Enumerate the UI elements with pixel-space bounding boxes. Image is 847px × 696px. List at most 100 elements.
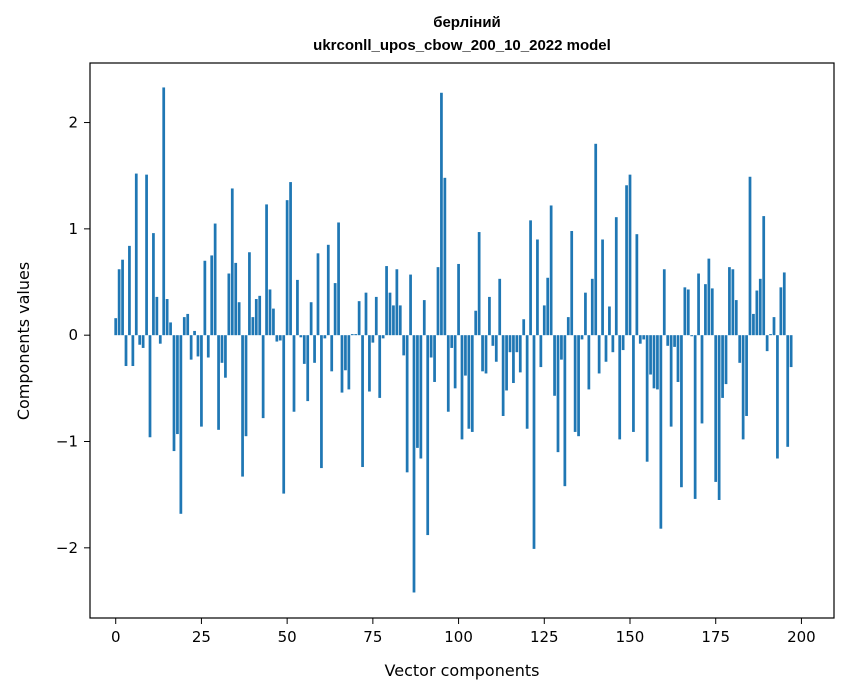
bar-185: [748, 176, 752, 336]
bar-56: [306, 335, 310, 402]
bar-108: [484, 335, 488, 374]
bar-72: [361, 335, 364, 468]
chart-subtitle: ukrconll_upos_cbow_200_10_2022 model: [313, 37, 611, 54]
bar-63: [330, 335, 334, 372]
bar-188: [758, 278, 762, 336]
bar-170: [697, 273, 700, 336]
bar-167: [686, 289, 690, 336]
y-axis-ticks: −2 −1 0 1 2: [56, 114, 90, 557]
bar-59: [316, 253, 320, 336]
x-tick-label: 150: [616, 628, 645, 646]
bar-80: [388, 292, 392, 336]
bar-179: [728, 267, 731, 336]
bar-98: [450, 335, 454, 348]
bar-14: [162, 87, 166, 336]
bar-137: [584, 292, 587, 336]
bar-25: [200, 335, 203, 427]
bar-85: [405, 335, 409, 473]
bar-54: [299, 335, 303, 338]
bar-128: [553, 335, 556, 396]
bar-74: [368, 335, 371, 392]
bar-133: [570, 230, 574, 336]
x-axis-ticks: 0 25 50 75 100 125 150 175 200: [111, 618, 816, 646]
bar-30: [217, 335, 220, 430]
bar-67: [344, 335, 347, 371]
bar-115: [508, 335, 512, 353]
bar-152: [635, 234, 639, 336]
y-axis-label: Components values: [14, 262, 33, 420]
bar-89: [419, 335, 423, 459]
bar-92: [429, 335, 433, 358]
bars-group: [114, 87, 793, 593]
bar-28: [210, 255, 214, 336]
bar-117: [515, 335, 519, 353]
bar-144: [608, 306, 611, 336]
bar-110: [491, 335, 495, 346]
bar-36: [237, 302, 241, 336]
bar-21: [186, 313, 190, 336]
bar-121: [529, 220, 532, 336]
bar-126: [546, 277, 550, 336]
bar-103: [467, 335, 471, 429]
bar-77: [378, 335, 382, 398]
bar-168: [690, 335, 694, 337]
y-tick-label: 1: [68, 220, 78, 238]
y-tick-label: 2: [68, 114, 78, 132]
bar-105: [474, 310, 478, 336]
bar-164: [676, 335, 680, 382]
bar-194: [779, 287, 783, 336]
bar-94: [436, 267, 440, 336]
bar-116: [512, 335, 515, 384]
bar-41: [254, 299, 258, 336]
bar-154: [642, 335, 646, 340]
bar-136: [580, 335, 584, 340]
bar-1: [117, 269, 121, 336]
bar-150: [628, 174, 632, 336]
bar-87: [412, 335, 416, 593]
bar-175: [714, 335, 718, 482]
bar-17: [172, 335, 176, 452]
bar-161: [666, 335, 670, 346]
bar-70: [354, 334, 358, 336]
bar-22: [189, 335, 193, 360]
bar-193: [776, 335, 779, 459]
bar-181: [734, 300, 738, 336]
bar-96: [443, 177, 447, 336]
bar-111: [494, 335, 498, 362]
bar-69: [350, 334, 354, 336]
bar-166: [683, 287, 687, 336]
bar-2: [121, 259, 124, 336]
bar-183: [741, 335, 745, 440]
bar-16: [169, 322, 172, 336]
x-tick-label: 50: [278, 628, 297, 646]
bar-51: [289, 182, 292, 336]
bar-113: [501, 335, 505, 416]
bar-83: [398, 305, 402, 336]
bar-50: [285, 200, 289, 336]
bar-119: [522, 319, 526, 336]
bar-100: [457, 263, 460, 336]
bar-91: [426, 335, 430, 536]
bar-195: [782, 272, 786, 336]
x-axis-label: Vector components: [385, 661, 540, 680]
bar-52: [292, 335, 296, 412]
bar-57: [309, 302, 313, 336]
bar-58: [313, 335, 316, 363]
bar-141: [597, 335, 601, 374]
bar-148: [621, 335, 625, 351]
bar-146: [614, 217, 618, 336]
bar-176: [717, 335, 721, 500]
bar-93: [433, 335, 436, 382]
bar-27: [206, 335, 210, 358]
bar-76: [374, 296, 378, 336]
bar-78: [381, 335, 385, 339]
bar-189: [762, 216, 766, 336]
bar-157: [652, 335, 656, 389]
bar-169: [693, 335, 697, 499]
bar-55: [302, 335, 306, 364]
bar-24: [196, 335, 200, 357]
bar-173: [707, 258, 711, 336]
x-tick-label: 75: [363, 628, 382, 646]
bar-81: [392, 305, 395, 336]
bar-112: [498, 278, 502, 336]
